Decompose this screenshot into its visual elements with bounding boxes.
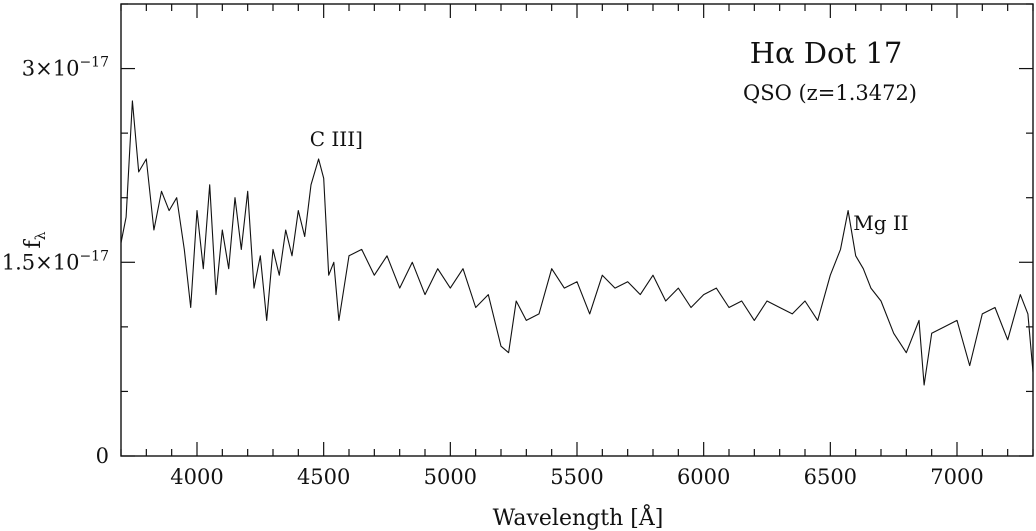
chart-title: Hα Dot 17 xyxy=(750,36,903,70)
y-axis-label: fλ xyxy=(21,231,49,248)
x-tick-label: 5500 xyxy=(550,465,603,489)
x-tick-label: 4500 xyxy=(297,465,350,489)
y-axis-label-main: f xyxy=(21,239,46,249)
emission-line-label: C III] xyxy=(310,127,363,151)
x-tick-label: 5000 xyxy=(424,465,477,489)
x-tick-label: 6000 xyxy=(677,465,730,489)
y-tick-label: 1.5×10−17 xyxy=(2,248,109,274)
spectrum-line xyxy=(120,100,1034,386)
y-axis-label-sub: λ xyxy=(33,231,49,240)
x-tick-label: 7000 xyxy=(930,465,983,489)
emission-line-label: Mg II xyxy=(853,211,908,235)
y-tick-label: 3×10−17 xyxy=(22,55,109,81)
x-tick-label: 6500 xyxy=(804,465,857,489)
svg-text:fλ: fλ xyxy=(21,231,49,248)
y-tick-label: 0 xyxy=(96,444,109,468)
y-axis-ticks: 0 1.5×10−17 3×10−17 xyxy=(2,3,1033,468)
x-tick-label: 4000 xyxy=(170,465,223,489)
x-axis-label: Wavelength [Å] xyxy=(493,503,664,531)
series-layer xyxy=(120,100,1034,386)
chart-subtitle: QSO (z=1.3472) xyxy=(743,81,917,105)
annotation-layer: C III] Mg II xyxy=(310,127,909,235)
x-axis-ticks: 4000 4500 5000 5500 6000 6500 7000 xyxy=(120,4,1034,489)
